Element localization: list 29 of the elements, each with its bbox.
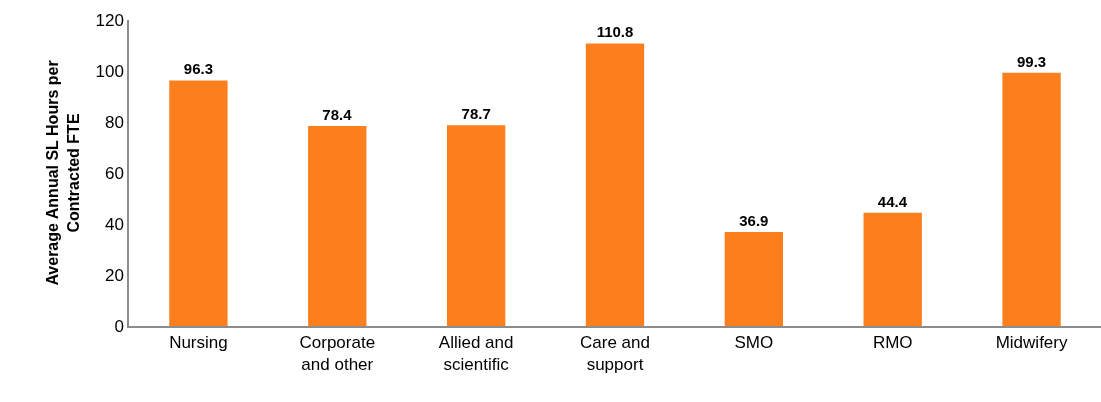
data-label: 99.3	[1016, 52, 1047, 70]
x-tick-label: SMO	[734, 333, 774, 353]
x-tick-label: Care and support	[580, 333, 650, 375]
data-label: 96.3	[183, 60, 214, 78]
bar	[863, 212, 922, 326]
data-label: 110.8	[596, 23, 634, 41]
bar	[308, 126, 367, 326]
y-tick-label: 20	[104, 265, 124, 285]
bar	[585, 43, 645, 326]
x-tick-label: Midwifery	[995, 333, 1068, 353]
y-tick-label: 60	[104, 163, 124, 183]
data-label: 44.4	[877, 192, 908, 210]
x-tick-label: RMO	[872, 333, 913, 353]
bar	[724, 231, 784, 326]
x-tick-label: Nursing	[169, 333, 228, 353]
y-tick-label: 40	[104, 214, 124, 234]
bar	[1002, 72, 1061, 326]
data-label: 78.4	[322, 106, 353, 124]
y-tick-label: 100	[95, 61, 124, 81]
y-tick-label: 120	[95, 10, 124, 30]
data-label: 36.9	[739, 211, 769, 229]
y-axis-title: Average Annual SL Hours per Contracted FTE	[44, 60, 82, 286]
y-tick-label: 80	[104, 112, 124, 132]
x-tick-label: Allied and scientific	[438, 333, 514, 375]
y-tick-label: 0	[114, 316, 124, 336]
bar	[446, 125, 506, 326]
bar	[169, 80, 228, 326]
data-label: 78.7	[461, 105, 491, 123]
x-tick-label: Corporate and other	[299, 333, 376, 375]
